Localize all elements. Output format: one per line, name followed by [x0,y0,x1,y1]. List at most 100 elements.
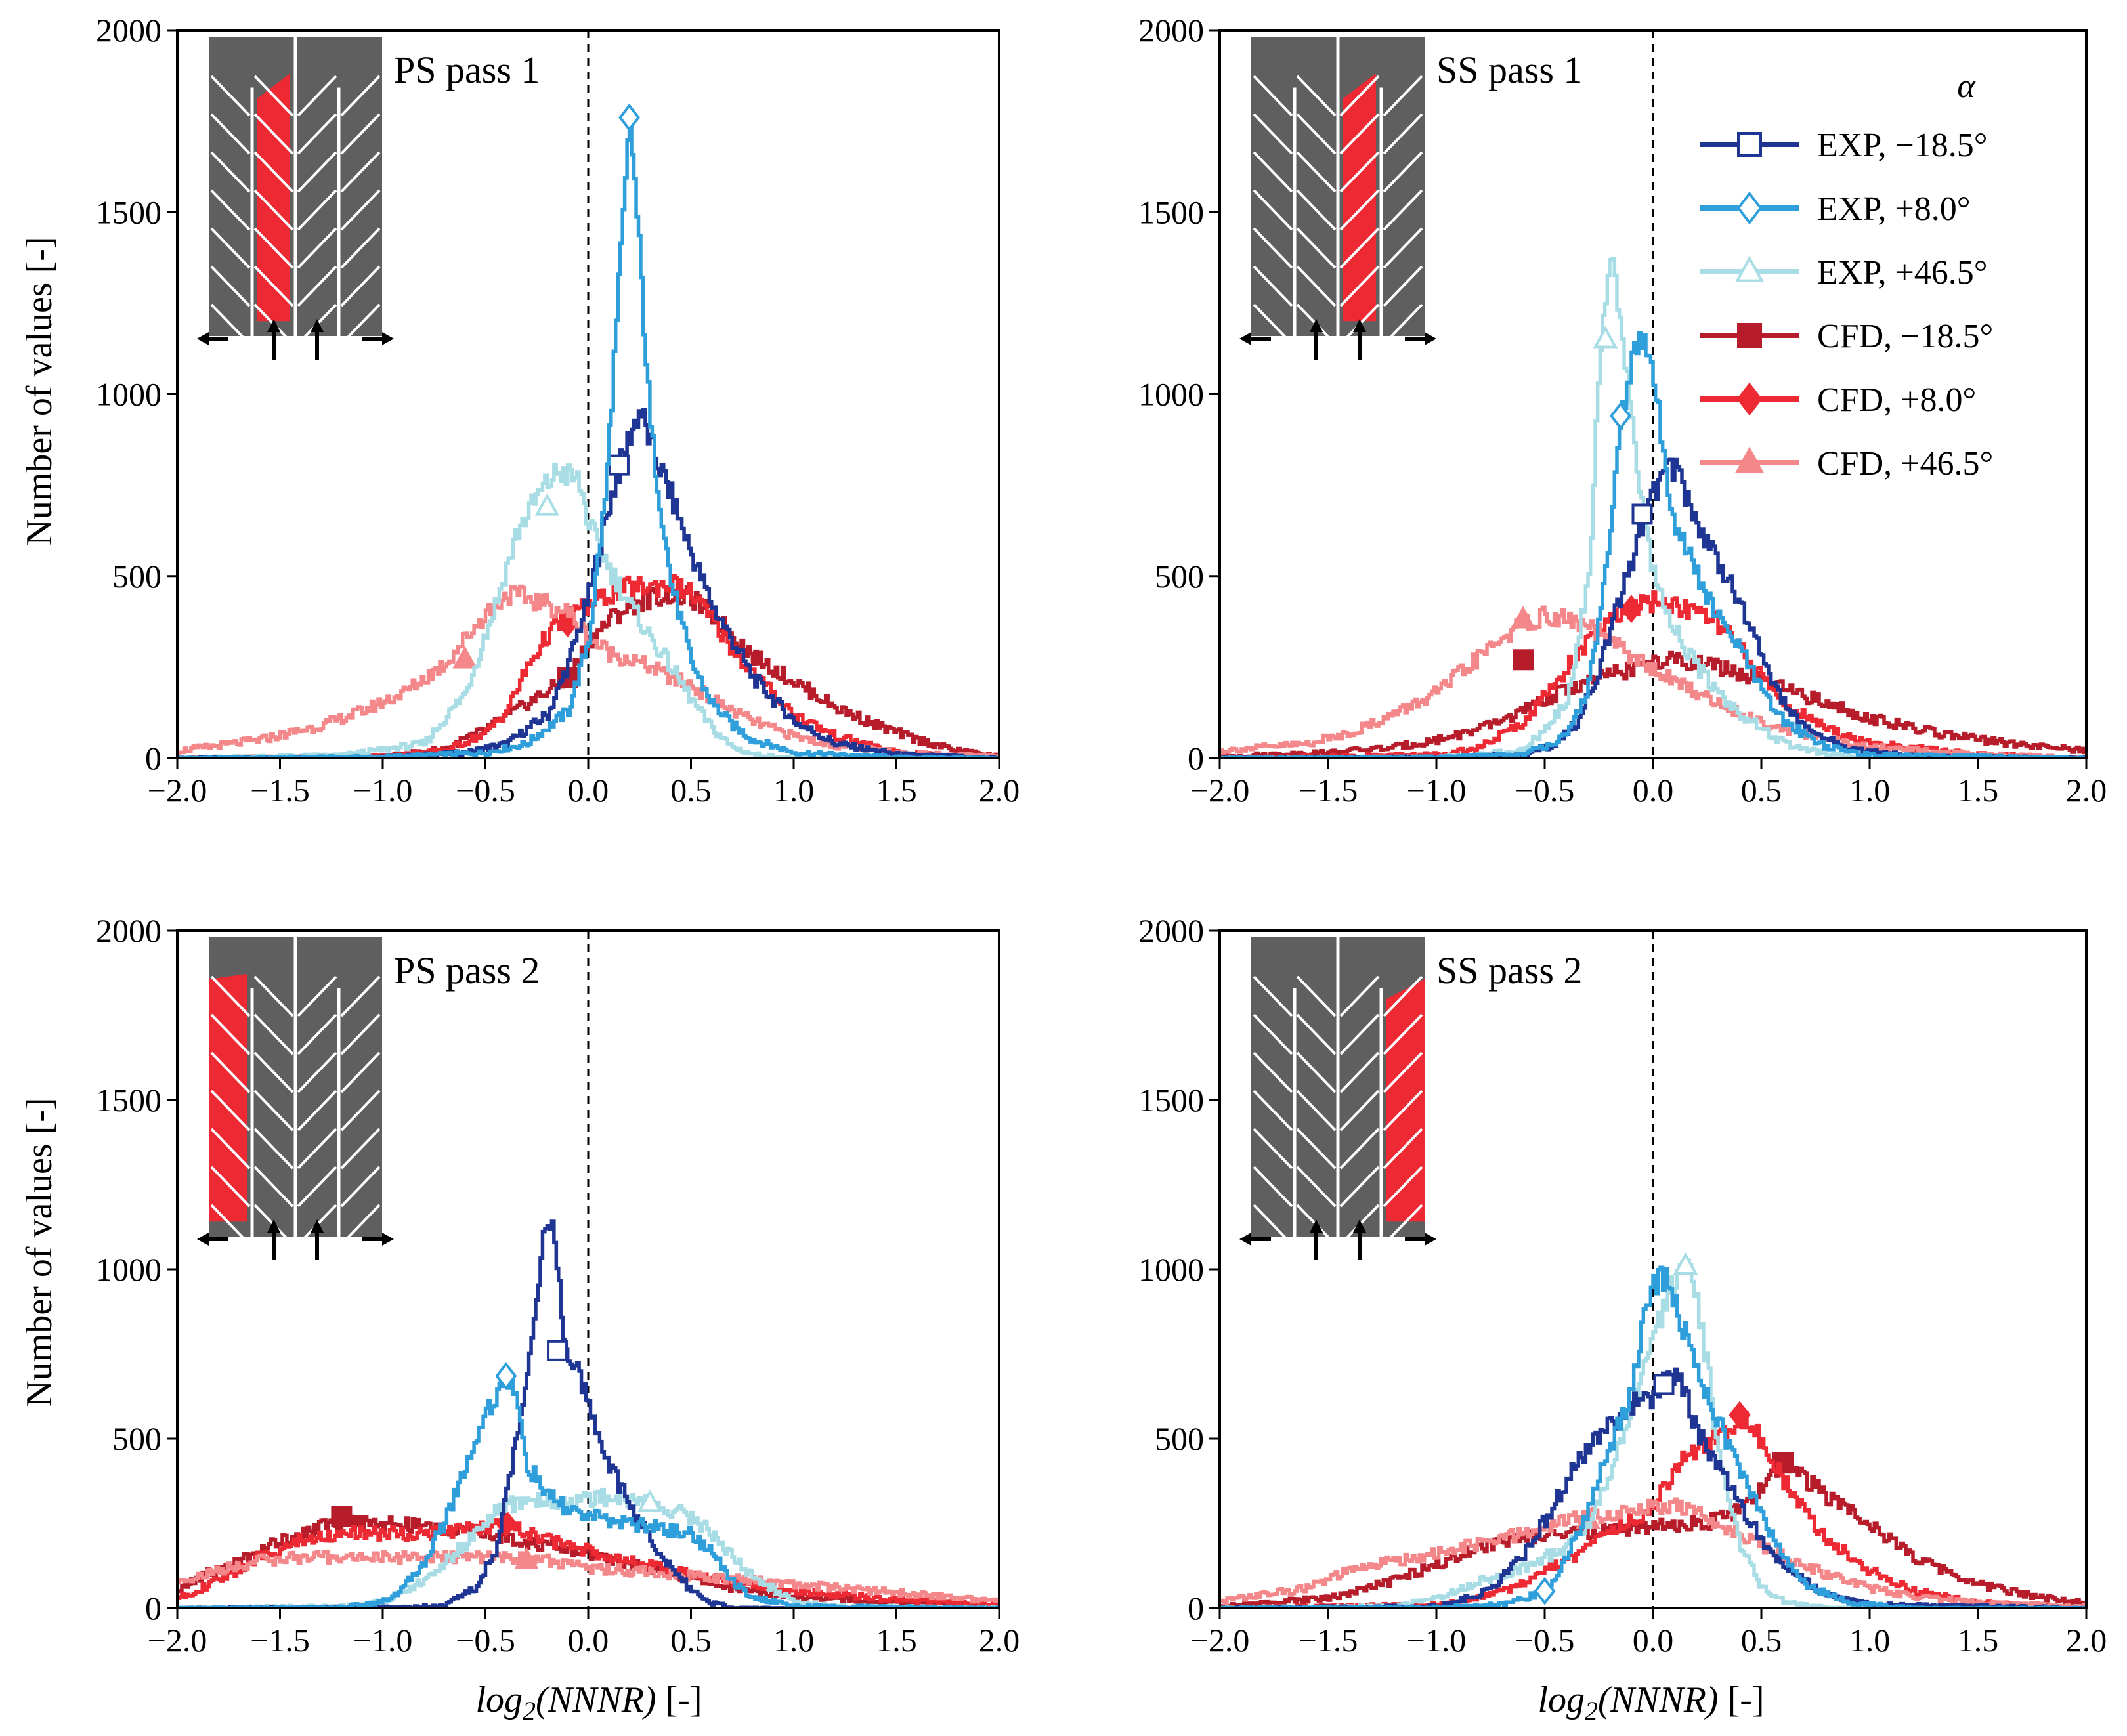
y-tick-label: 0 [145,740,161,776]
x-tick-label: −1.0 [1407,772,1467,809]
x-tick-label: 0.0 [568,1622,609,1659]
highlighted-channel [1343,73,1376,322]
x-tick-label: −0.5 [456,1622,515,1659]
x-tick-label: −1.0 [353,772,413,809]
y-tick-label: 500 [1155,558,1204,595]
rib-line [253,265,294,307]
y-tick-label: 1000 [96,376,161,413]
rib-line [1253,151,1293,193]
plot-frame [176,29,1000,759]
rib-line [1253,227,1293,269]
x-tick-label: 0.5 [1741,772,1782,809]
rib-line [210,75,251,117]
rib-line [297,75,337,117]
rib-line [297,189,337,231]
rib-line [1383,75,1423,117]
y-tick-label: 2000 [1138,912,1204,949]
series-line [177,1516,999,1608]
series-marker [452,646,477,669]
highlighted-channel [257,73,290,322]
series-marker [1631,503,1653,525]
y-tick-label: 1500 [96,1082,161,1118]
rib-line [1339,1090,1380,1132]
y-tick-label: 0 [145,1590,161,1626]
x-tick-label: 1.5 [1958,772,1999,809]
series-line [1220,605,2086,758]
rib-line [1296,75,1337,117]
rib-line [210,113,251,155]
rib-line [253,113,294,155]
flow-arrow-right-head [382,1233,394,1246]
x-tick-label: 1.0 [1849,772,1891,809]
rib-line [253,1013,294,1055]
series-line [1220,650,2086,758]
rib-line [1339,975,1380,1017]
x-tick-label: 1.5 [1958,1622,1999,1659]
plot-frame [1218,929,2088,1609]
rib-line [1339,189,1380,231]
rib-line [340,1051,381,1093]
x-tick-label: 0.0 [1633,1622,1674,1659]
series-marker [1534,1577,1556,1605]
rib-line [210,975,251,1017]
rib-line [253,75,294,117]
x-tick-label: 2.0 [2066,772,2107,809]
x-label-sub: 2 [523,1696,536,1725]
legend-title: α [1957,68,1976,105]
x-tick-label: −2.0 [1190,772,1250,809]
rib-line [253,1128,294,1170]
x-label-main: log [475,1680,523,1720]
rib-line [340,1128,381,1170]
legend-marker [1737,132,1762,157]
rib-line [340,975,381,1017]
rib-line [1253,189,1293,231]
y-tick-label: 0 [1188,740,1204,776]
channel-schematic-icon [1239,37,1436,360]
y-tick-label: 500 [112,1420,161,1457]
rib-line [340,113,381,155]
legend-label: EXP, −18.5° [1817,127,1988,164]
flow-arrow-up-head [1310,1219,1323,1233]
x-tick-label: 1.0 [1849,1622,1891,1659]
series-marker [637,1489,662,1512]
x-label-unit: [-] [656,1680,702,1720]
rib-line [1253,1051,1293,1093]
rib-line [297,1090,337,1132]
rib-line [1339,1128,1380,1170]
rib-line [1253,1090,1293,1132]
x-label-unit: [-] [1719,1680,1765,1720]
x-tick-label: 0.0 [568,772,609,809]
x-tick-label: 2.0 [979,1622,1020,1659]
rib-line [340,189,381,231]
flow-arrow-left-head [197,332,209,345]
rib-line [1339,265,1380,307]
x-tick-label: 1.5 [876,772,917,809]
legend-label: CFD, −18.5° [1817,318,1993,355]
rib-line [1296,113,1337,155]
channel-schematic-icon [1239,937,1436,1260]
flow-arrow-up-head [267,1219,280,1233]
rib-line [1253,1204,1293,1246]
x-tick-label: −2.0 [1190,1622,1250,1659]
rib-line [1383,151,1423,193]
rib-line [297,1128,337,1170]
series-marker [514,1546,539,1569]
plot-frame [1218,29,2088,759]
x-tick-label: 0.5 [670,1622,712,1659]
highlighted-channel [209,973,247,1222]
legend-marker [1734,255,1765,282]
rib-line [1296,1090,1337,1132]
rib-line [297,113,337,155]
series-line [177,408,999,758]
legend-marker [1734,446,1765,473]
rib-line [1253,303,1293,345]
rib-line [1383,1204,1423,1246]
rib-line [1253,1128,1293,1170]
legend: α EXP, −18.5° EXP, +8.0° EXP, +46.5° CFD, −1… [1700,68,1993,482]
y-tick-label: 2000 [1138,12,1204,49]
legend-marker [1736,191,1763,225]
series-marker [608,454,630,476]
rib-line [253,227,294,269]
x-tick-label: 1.0 [773,772,815,809]
